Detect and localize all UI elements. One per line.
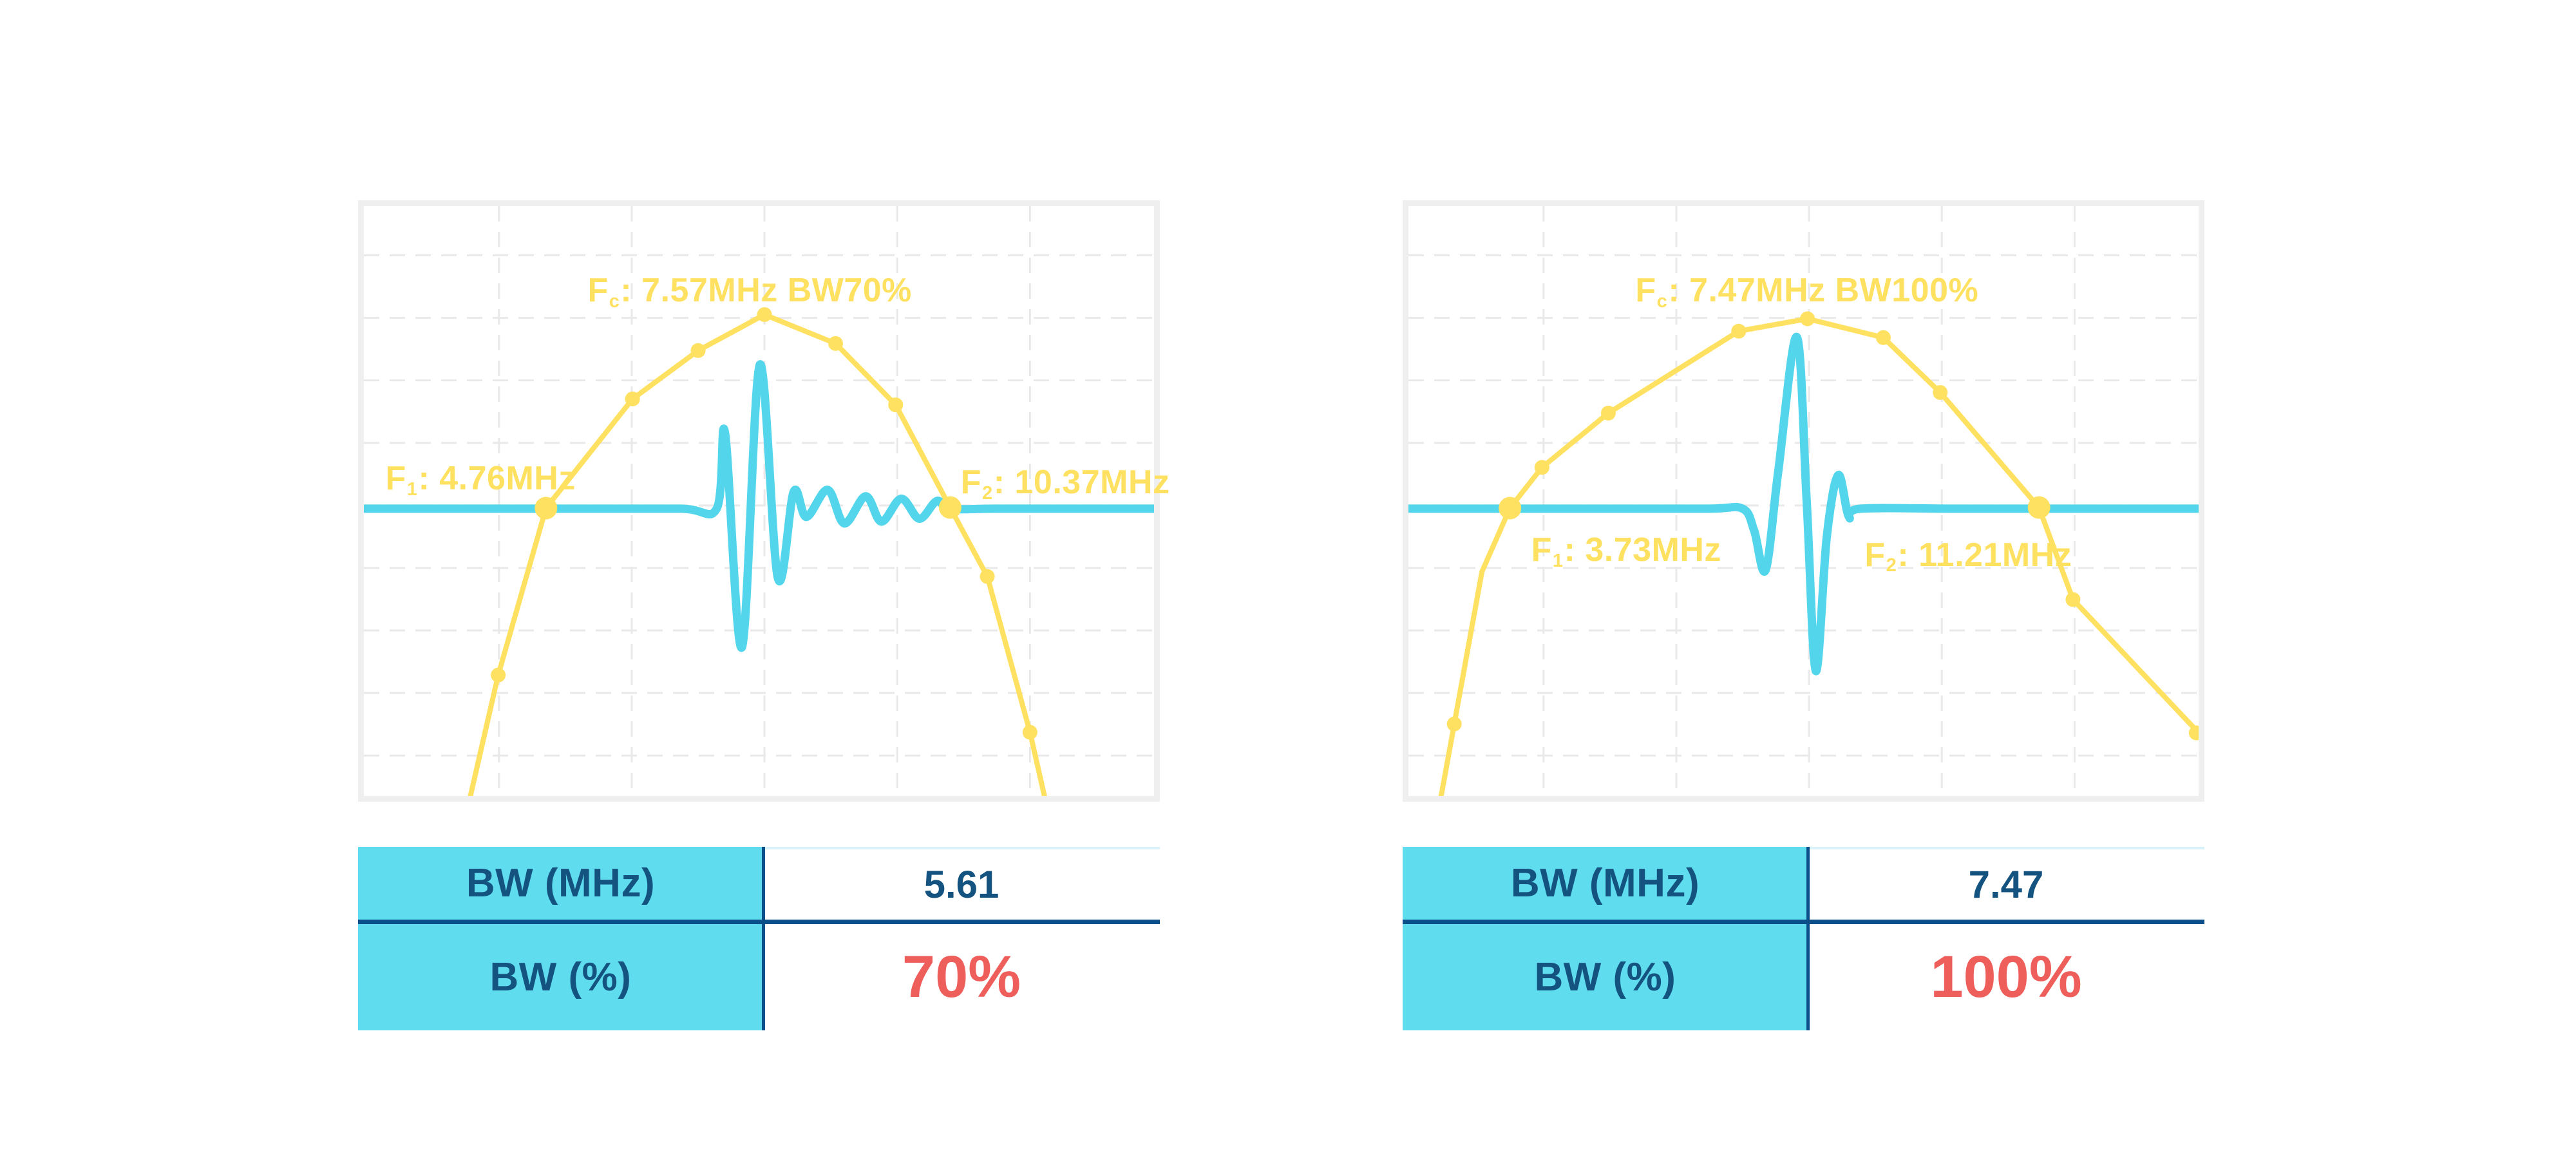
annotation-symbol: F: [1864, 536, 1886, 574]
chart-frame-bw70: Fc: 7.57MHz BW70% F1: 4.76MHz F2: 10.37M…: [358, 200, 1170, 802]
annotation-subscript: c: [609, 290, 620, 312]
bandwidth-table-bw70: BW (MHz) 5.61 BW (%) 70%: [358, 847, 1160, 1030]
annotation-subscript: 2: [982, 482, 993, 504]
data-point-marker: [1731, 323, 1747, 339]
spectrum-line: [468, 312, 1047, 796]
chart-frame-bw100: Fc: 7.47MHz BW100% F1: 3.73MHz F2: 11.21…: [1403, 200, 2204, 802]
table-divider-line: [358, 920, 1160, 924]
spectrum-plot-bw70: [364, 206, 1154, 796]
data-point-marker: [1933, 384, 1948, 400]
data-point-marker: [888, 397, 904, 413]
table-row: BW (%) 100%: [1403, 924, 2204, 1030]
data-point-marker: [980, 569, 995, 584]
spectrum-plot-bw100: [1408, 206, 2199, 796]
table-row: BW (MHz) 7.47: [1403, 847, 2204, 920]
data-point-marker: [1875, 330, 1891, 345]
table-column-divider: [1806, 847, 1810, 1030]
f1-annotation: F1: 3.73MHz: [1531, 533, 1721, 571]
f2-annotation: F2: 10.37MHz: [961, 466, 1170, 503]
annotation-value: : 11.21MHz: [1897, 536, 2072, 574]
annotation-subscript: 2: [1886, 555, 1897, 576]
annotation-value: : 7.57MHz BW70%: [620, 272, 912, 310]
annotation-value: : 3.73MHz: [1564, 531, 1721, 569]
table-divider-line: [1403, 920, 2204, 924]
center-frequency-annotation: Fc: 7.57MHz BW70%: [587, 274, 911, 311]
data-point-marker: [1600, 406, 1616, 421]
data-point-marker: [1800, 311, 1815, 326]
annotation-value: : 4.76MHz: [418, 460, 576, 498]
data-point-marker: [690, 343, 706, 358]
bw-mhz-label: BW (MHz): [1403, 847, 1808, 920]
f1-annotation: F1: 4.76MHz: [386, 462, 576, 499]
crossover-point-marker: [535, 497, 558, 520]
annotation-subscript: c: [1656, 290, 1668, 312]
table-row: BW (MHz) 5.61: [358, 847, 1160, 920]
annotation-symbol: F: [385, 460, 406, 498]
bw-mhz-label: BW (MHz): [358, 847, 763, 920]
f2-annotation: F2: 11.21MHz: [1864, 538, 2072, 576]
data-point-marker: [1022, 724, 1037, 740]
data-point-marker: [625, 392, 640, 407]
panel-bw70: Fc: 7.57MHz BW70% F1: 4.76MHz F2: 10.37M…: [358, 200, 1170, 1037]
bw-percent-value: 70%: [763, 924, 1160, 1030]
waveform-line: [1408, 332, 2199, 676]
annotation-symbol: F: [1531, 531, 1552, 569]
crossover-point-marker: [938, 496, 961, 519]
table-column-divider: [762, 847, 765, 1030]
data-point-marker: [828, 336, 844, 351]
annotation-value: : 7.47MHz BW100%: [1668, 272, 1979, 310]
bw-percent-value: 100%: [1808, 924, 2204, 1030]
data-point-marker: [757, 307, 772, 323]
center-frequency-annotation: Fc: 7.47MHz BW100%: [1635, 274, 1978, 311]
data-point-marker: [2065, 592, 2081, 607]
data-point-marker: [491, 667, 506, 683]
bandwidth-table-bw100: BW (MHz) 7.47 BW (%) 100%: [1403, 847, 2204, 1030]
annotation-symbol: F: [960, 463, 982, 501]
annotation-subscript: 1: [406, 479, 418, 500]
table-row: BW (%) 70%: [358, 924, 1160, 1030]
annotation-value: : 10.37MHz: [993, 463, 1170, 501]
bw-percent-label: BW (%): [1403, 924, 1808, 1030]
waveform-line: [364, 360, 1154, 652]
bw-percent-label: BW (%): [358, 924, 763, 1030]
crossover-point-marker: [1499, 497, 1522, 520]
crossover-point-marker: [2027, 496, 2050, 519]
annotation-symbol: F: [587, 272, 609, 310]
data-point-marker: [1534, 460, 1549, 475]
data-point-marker: [1446, 716, 1462, 732]
bw-mhz-value: 5.61: [763, 847, 1160, 920]
annotation-subscript: 1: [1552, 550, 1564, 571]
bw-mhz-value: 7.47: [1808, 847, 2204, 920]
annotation-symbol: F: [1635, 272, 1656, 310]
panel-bw100: Fc: 7.47MHz BW100% F1: 3.73MHz F2: 11.21…: [1403, 200, 2204, 1037]
data-point-marker: [2188, 725, 2199, 741]
